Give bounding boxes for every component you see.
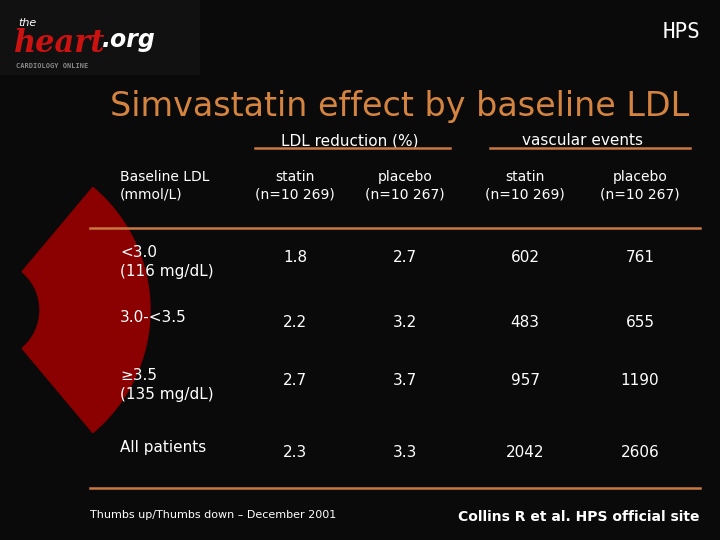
Text: the: the — [18, 18, 36, 28]
Text: Collins R et al. HPS official site: Collins R et al. HPS official site — [459, 510, 700, 524]
Text: 2.7: 2.7 — [393, 250, 417, 265]
Text: 761: 761 — [626, 250, 654, 265]
Text: statin
(n=10 269): statin (n=10 269) — [485, 170, 565, 201]
Text: 3.7: 3.7 — [393, 373, 417, 388]
Text: LDL reduction (%): LDL reduction (%) — [282, 133, 419, 148]
Text: 2606: 2606 — [621, 445, 660, 460]
Text: 655: 655 — [626, 315, 654, 330]
Text: 3.2: 3.2 — [393, 315, 417, 330]
Text: All patients: All patients — [120, 440, 206, 455]
Text: HPS: HPS — [662, 22, 700, 42]
Text: CARDIOLOGY ONLINE: CARDIOLOGY ONLINE — [16, 63, 89, 69]
Text: .org: .org — [102, 28, 156, 52]
Text: 2.2: 2.2 — [283, 315, 307, 330]
Text: <3.0
(116 mg/dL): <3.0 (116 mg/dL) — [120, 245, 214, 279]
Text: 2.7: 2.7 — [283, 373, 307, 388]
Text: vascular events: vascular events — [522, 133, 643, 148]
Text: 602: 602 — [510, 250, 539, 265]
Text: 3.0-<3.5: 3.0-<3.5 — [120, 310, 186, 325]
Text: 2042: 2042 — [505, 445, 544, 460]
Text: placebo
(n=10 267): placebo (n=10 267) — [600, 170, 680, 201]
Wedge shape — [22, 187, 150, 433]
Text: 2.3: 2.3 — [283, 445, 307, 460]
Text: 483: 483 — [510, 315, 539, 330]
Text: placebo
(n=10 267): placebo (n=10 267) — [365, 170, 445, 201]
Text: 3.3: 3.3 — [393, 445, 417, 460]
Text: 957: 957 — [510, 373, 539, 388]
Text: statin
(n=10 269): statin (n=10 269) — [255, 170, 335, 201]
Bar — [0, 0, 200, 75]
Text: heart: heart — [14, 28, 106, 59]
Text: 1190: 1190 — [621, 373, 660, 388]
Text: Baseline LDL
(mmol/L): Baseline LDL (mmol/L) — [120, 170, 210, 201]
Text: Thumbs up/Thumbs down – December 2001: Thumbs up/Thumbs down – December 2001 — [90, 510, 336, 520]
Text: Simvastatin effect by baseline LDL: Simvastatin effect by baseline LDL — [110, 90, 690, 123]
Text: 1.8: 1.8 — [283, 250, 307, 265]
Text: ≥3.5
(135 mg/dL): ≥3.5 (135 mg/dL) — [120, 368, 214, 402]
